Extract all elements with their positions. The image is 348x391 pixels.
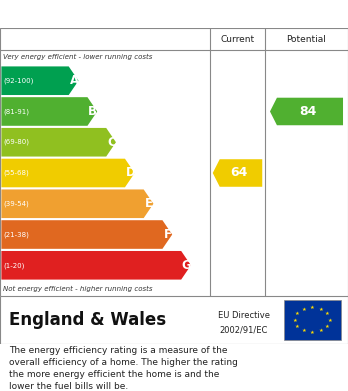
Text: (69-80): (69-80)	[3, 139, 30, 145]
Text: Energy Efficiency Rating: Energy Efficiency Rating	[9, 7, 230, 22]
Text: ★: ★	[325, 323, 330, 328]
Polygon shape	[1, 66, 78, 95]
Text: Very energy efficient - lower running costs: Very energy efficient - lower running co…	[3, 54, 153, 60]
Text: ★: ★	[295, 323, 300, 328]
Text: (55-68): (55-68)	[3, 170, 29, 176]
Text: A: A	[70, 74, 79, 87]
Text: 64: 64	[231, 167, 248, 179]
Text: D: D	[125, 167, 135, 179]
Polygon shape	[1, 190, 153, 218]
Text: Current: Current	[220, 34, 255, 43]
Polygon shape	[1, 97, 97, 126]
Polygon shape	[1, 220, 172, 249]
Text: Not energy efficient - higher running costs: Not energy efficient - higher running co…	[3, 286, 153, 292]
Text: 2002/91/EC: 2002/91/EC	[219, 325, 268, 334]
Text: ★: ★	[310, 305, 315, 310]
Text: ★: ★	[295, 312, 300, 316]
Text: ★: ★	[318, 328, 323, 333]
Text: C: C	[107, 136, 116, 149]
Text: (1-20): (1-20)	[3, 262, 25, 269]
Text: The energy efficiency rating is a measure of the
overall efficiency of a home. T: The energy efficiency rating is a measur…	[9, 346, 238, 391]
Polygon shape	[1, 251, 191, 280]
Polygon shape	[1, 159, 135, 187]
Text: E: E	[145, 197, 153, 210]
Text: B: B	[88, 105, 97, 118]
Polygon shape	[270, 98, 343, 125]
Text: England & Wales: England & Wales	[9, 311, 166, 329]
Text: ★: ★	[301, 307, 306, 312]
Text: ★: ★	[327, 317, 332, 323]
Text: ★: ★	[325, 312, 330, 316]
Text: 84: 84	[300, 105, 317, 118]
Text: (81-91): (81-91)	[3, 108, 30, 115]
Text: EU Directive: EU Directive	[218, 311, 270, 320]
Text: G: G	[182, 259, 191, 272]
Text: (39-54): (39-54)	[3, 201, 29, 207]
Text: ★: ★	[293, 317, 298, 323]
Text: Potential: Potential	[286, 34, 326, 43]
Bar	[284, 300, 341, 340]
Polygon shape	[213, 159, 262, 187]
Text: (21-38): (21-38)	[3, 231, 29, 238]
Text: ★: ★	[318, 307, 323, 312]
Text: F: F	[164, 228, 172, 241]
Text: ★: ★	[301, 328, 306, 333]
Text: (92-100): (92-100)	[3, 77, 34, 84]
Polygon shape	[1, 128, 116, 156]
Text: ★: ★	[310, 330, 315, 335]
